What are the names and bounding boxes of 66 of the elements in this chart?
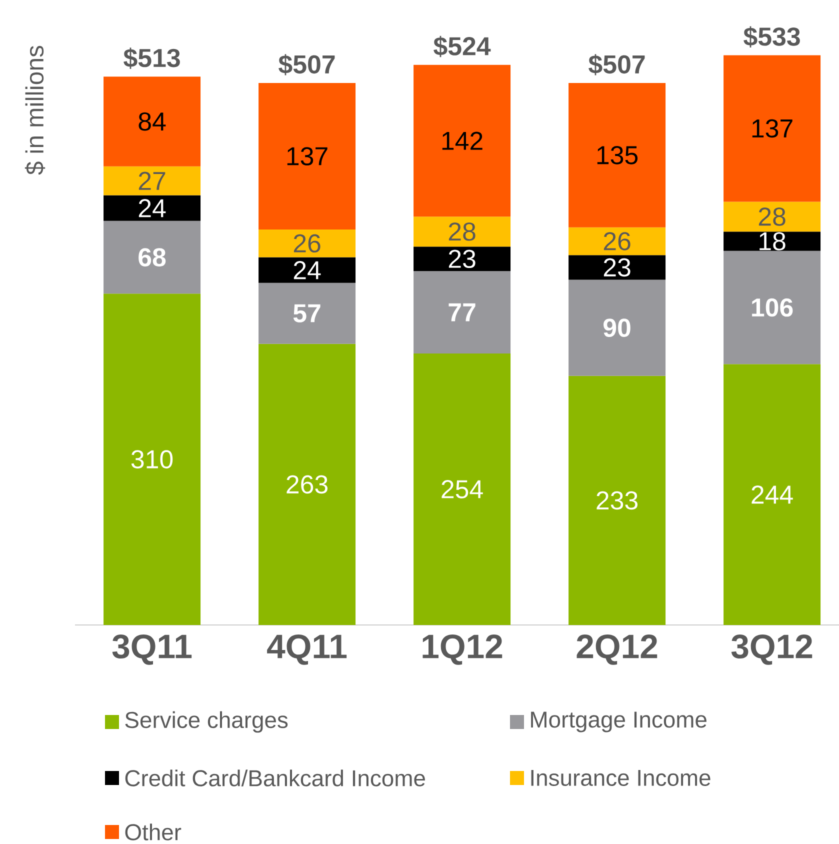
bar — [258, 344, 356, 625]
bar — [258, 229, 356, 258]
data-label: 68 — [138, 248, 166, 266]
bar — [414, 216, 511, 247]
legend-label: Other — [125, 824, 182, 840]
bar — [414, 271, 511, 354]
bar — [724, 364, 821, 625]
legend-label: Mortgage Income — [531, 712, 706, 732]
data-label: 106 — [752, 298, 793, 317]
bar — [568, 280, 666, 376]
data-label: 135 — [597, 146, 638, 164]
bar — [104, 166, 201, 196]
data-label: 90 — [604, 318, 630, 337]
legend-label: Service charges — [125, 711, 288, 733]
data-label: 28 — [448, 222, 476, 241]
data-label: 18 — [760, 232, 786, 250]
bar — [568, 83, 666, 228]
data-label: 137 — [752, 119, 792, 138]
data-label: 77 — [448, 303, 476, 322]
data-label: 244 — [752, 486, 793, 504]
data-label: 84 — [138, 112, 166, 131]
legend-label: Insurance Income — [531, 770, 710, 786]
total-label: $513 — [124, 48, 180, 69]
bar — [724, 55, 821, 202]
data-label: 137 — [287, 147, 328, 166]
bar — [414, 246, 511, 272]
bar — [724, 250, 821, 364]
bar — [414, 353, 511, 625]
data-label: 142 — [442, 132, 482, 150]
bar — [724, 232, 821, 251]
bar — [104, 195, 201, 221]
data-label: 24 — [294, 261, 321, 280]
total-label: $524 — [434, 36, 491, 58]
bar — [568, 376, 666, 625]
bar — [104, 294, 201, 625]
bar — [568, 255, 666, 280]
bar — [104, 220, 201, 294]
data-label: 310 — [131, 450, 173, 468]
data-label: 254 — [442, 480, 483, 498]
bar — [724, 202, 821, 232]
bar — [568, 227, 666, 256]
x-tick-label: 3Q11 — [112, 634, 192, 665]
data-label: 263 — [286, 475, 328, 494]
x-tick-label: 1Q12 — [422, 634, 502, 665]
x-tick-label: 2Q12 — [576, 634, 658, 665]
data-label: 23 — [448, 250, 476, 268]
legend-label: Credit Card/Bankcard Income — [125, 770, 425, 786]
data-label: 26 — [604, 232, 630, 250]
bar — [258, 83, 356, 230]
data-label: 233 — [596, 491, 638, 510]
y-axis-title: $ in millions — [24, 46, 46, 175]
bar — [104, 76, 201, 166]
total-label: $533 — [744, 26, 800, 48]
data-label: 28 — [758, 207, 786, 226]
total-label: $507 — [588, 54, 645, 76]
data-label: 24 — [138, 199, 166, 218]
bar — [258, 257, 356, 283]
data-label: 26 — [294, 234, 320, 253]
total-label: $507 — [278, 54, 335, 76]
bar — [414, 64, 511, 217]
x-tick-label: 4Q11 — [267, 634, 347, 665]
data-label: 23 — [604, 258, 630, 277]
bar — [258, 282, 356, 344]
data-label: 27 — [138, 172, 166, 190]
data-label: 57 — [293, 304, 320, 322]
x-tick-label: 3Q12 — [731, 634, 812, 665]
